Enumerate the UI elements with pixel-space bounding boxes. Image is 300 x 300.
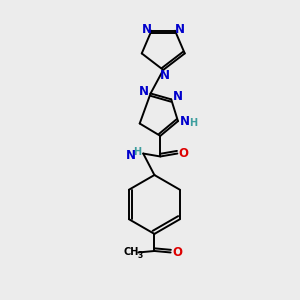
Text: N: N bbox=[142, 23, 152, 36]
Text: N: N bbox=[126, 149, 136, 162]
Text: 3: 3 bbox=[138, 251, 143, 260]
Text: N: N bbox=[175, 23, 185, 36]
Text: N: N bbox=[139, 85, 149, 98]
Text: H: H bbox=[189, 118, 197, 128]
Text: O: O bbox=[179, 147, 189, 160]
Text: H: H bbox=[133, 147, 141, 157]
Text: N: N bbox=[179, 115, 190, 128]
Text: N: N bbox=[173, 91, 183, 103]
Text: N: N bbox=[160, 69, 170, 82]
Text: CH: CH bbox=[123, 248, 139, 257]
Text: O: O bbox=[172, 246, 182, 259]
